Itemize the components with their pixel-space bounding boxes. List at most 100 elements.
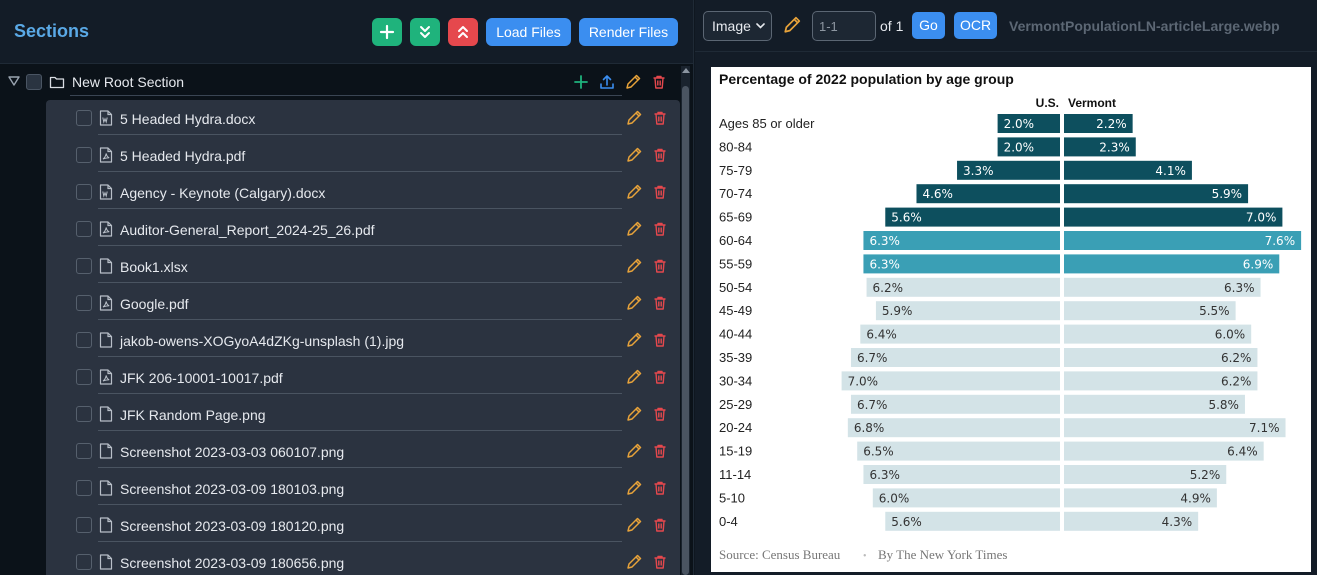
- file-name: JFK Random Page.png: [120, 407, 266, 423]
- bar-vermont: [1064, 488, 1217, 508]
- trash-icon[interactable]: [651, 74, 667, 90]
- pencil-icon[interactable]: [626, 517, 642, 533]
- bar-vermont-label: 6.3%: [1224, 281, 1255, 295]
- file-row-divider: [98, 208, 622, 209]
- file-checkbox[interactable]: [76, 443, 92, 459]
- upload-icon[interactable]: [599, 74, 615, 90]
- bar-vermont-label: 6.0%: [1215, 328, 1246, 342]
- page-count-label: of 1: [880, 18, 904, 34]
- bar-vermont-label: 6.2%: [1221, 351, 1252, 365]
- add-section-button[interactable]: [372, 18, 402, 46]
- pencil-icon[interactable]: [626, 147, 642, 163]
- bar-us-label: 4.6%: [922, 187, 953, 201]
- trash-icon[interactable]: [652, 147, 668, 163]
- trash-icon[interactable]: [652, 295, 668, 311]
- pencil-icon[interactable]: [626, 554, 642, 570]
- pencil-icon[interactable]: [626, 258, 642, 274]
- word-file-icon: [99, 184, 113, 200]
- file-row[interactable]: JFK Random Page.png: [46, 396, 680, 433]
- go-button[interactable]: Go: [912, 12, 945, 39]
- category-label: 25-29: [719, 397, 752, 412]
- file-row[interactable]: Google.pdf: [46, 285, 680, 322]
- file-checkbox[interactable]: [76, 110, 92, 126]
- file-row[interactable]: Screenshot 2023-03-09 180103.png: [46, 470, 680, 507]
- file-row[interactable]: 5 Headed Hydra.docx: [46, 100, 680, 137]
- trash-icon[interactable]: [652, 184, 668, 200]
- pencil-icon[interactable]: [626, 110, 642, 126]
- pencil-icon[interactable]: [626, 295, 642, 311]
- file-checkbox[interactable]: [76, 258, 92, 274]
- bar-us-label: 5.9%: [882, 304, 913, 318]
- file-row[interactable]: Screenshot 2023-03-09 180656.png: [46, 544, 680, 575]
- pdf-file-icon: [99, 221, 113, 237]
- render-files-button[interactable]: Render Files: [579, 18, 678, 46]
- category-label: 70-74: [719, 186, 752, 201]
- chart-source: Source: Census Bureau: [719, 547, 841, 562]
- bar-us: [885, 207, 1060, 227]
- trash-icon[interactable]: [652, 221, 668, 237]
- file-row[interactable]: Agency - Keynote (Calgary).docx: [46, 174, 680, 211]
- trash-icon[interactable]: [652, 517, 668, 533]
- file-row-divider: [98, 430, 622, 431]
- ocr-button[interactable]: OCR: [954, 12, 997, 39]
- trash-icon[interactable]: [652, 258, 668, 274]
- pencil-icon[interactable]: [626, 369, 642, 385]
- pencil-icon[interactable]: [626, 221, 642, 237]
- edit-pencil-icon[interactable]: [783, 16, 801, 34]
- bar-us-label: 6.3%: [869, 257, 900, 271]
- pencil-icon[interactable]: [626, 184, 642, 200]
- bar-us-label: 7.0%: [848, 374, 879, 388]
- root-section-row[interactable]: New Root Section: [0, 64, 680, 100]
- file-checkbox[interactable]: [76, 184, 92, 200]
- bar-us-label: 6.2%: [873, 281, 904, 295]
- trash-icon[interactable]: [652, 554, 668, 570]
- bar-vermont-label: 5.2%: [1190, 468, 1221, 482]
- scrollbar-thumb[interactable]: [682, 86, 689, 575]
- file-row[interactable]: Screenshot 2023-03-03 060107.png: [46, 433, 680, 470]
- file-checkbox[interactable]: [76, 221, 92, 237]
- sections-panel: Sections Load Files Render Files New Roo…: [0, 0, 694, 575]
- file-checkbox[interactable]: [76, 147, 92, 163]
- root-section-checkbox[interactable]: [26, 74, 42, 90]
- trash-icon[interactable]: [652, 110, 668, 126]
- plus-icon: [379, 24, 395, 40]
- file-checkbox[interactable]: [76, 480, 92, 496]
- trash-icon[interactable]: [652, 332, 668, 348]
- file-row[interactable]: Screenshot 2023-03-09 180120.png: [46, 507, 680, 544]
- trash-icon[interactable]: [652, 369, 668, 385]
- pencil-icon[interactable]: [626, 443, 642, 459]
- pencil-icon[interactable]: [626, 480, 642, 496]
- collapse-all-button[interactable]: [448, 18, 478, 46]
- scroll-up-arrow[interactable]: [682, 68, 690, 73]
- file-name: Google.pdf: [120, 296, 189, 312]
- pencil-icon[interactable]: [625, 74, 641, 90]
- file-checkbox[interactable]: [76, 554, 92, 570]
- view-mode-select[interactable]: Image: [703, 11, 772, 41]
- file-icon: [99, 517, 113, 533]
- file-row[interactable]: Auditor-General_Report_2024-25_26.pdf: [46, 211, 680, 248]
- file-row[interactable]: Book1.xlsx: [46, 248, 680, 285]
- bar-us-label: 5.6%: [891, 211, 922, 225]
- bar-vermont: [1064, 160, 1192, 180]
- trash-icon[interactable]: [652, 480, 668, 496]
- pencil-icon[interactable]: [626, 406, 642, 422]
- pencil-icon[interactable]: [626, 332, 642, 348]
- file-checkbox[interactable]: [76, 295, 92, 311]
- file-checkbox[interactable]: [76, 517, 92, 533]
- expand-all-button[interactable]: [410, 18, 440, 46]
- bar-us: [860, 324, 1060, 344]
- bar-vermont: [1064, 394, 1245, 414]
- file-checkbox[interactable]: [76, 332, 92, 348]
- trash-icon[interactable]: [652, 443, 668, 459]
- collapse-triangle-icon[interactable]: [8, 76, 20, 86]
- file-row[interactable]: JFK 206-10001-10017.pdf: [46, 359, 680, 396]
- load-files-button[interactable]: Load Files: [486, 18, 571, 46]
- trash-icon[interactable]: [652, 406, 668, 422]
- file-checkbox[interactable]: [76, 369, 92, 385]
- file-row[interactable]: jakob-owens-XOGyoA4dZKg-unsplash (1).jpg: [46, 322, 680, 359]
- category-label: 11-14: [719, 467, 751, 482]
- add-subsection-icon[interactable]: [573, 74, 589, 90]
- page-range-input[interactable]: 1-1: [812, 11, 876, 41]
- file-checkbox[interactable]: [76, 406, 92, 422]
- file-row[interactable]: 5 Headed Hydra.pdf: [46, 137, 680, 174]
